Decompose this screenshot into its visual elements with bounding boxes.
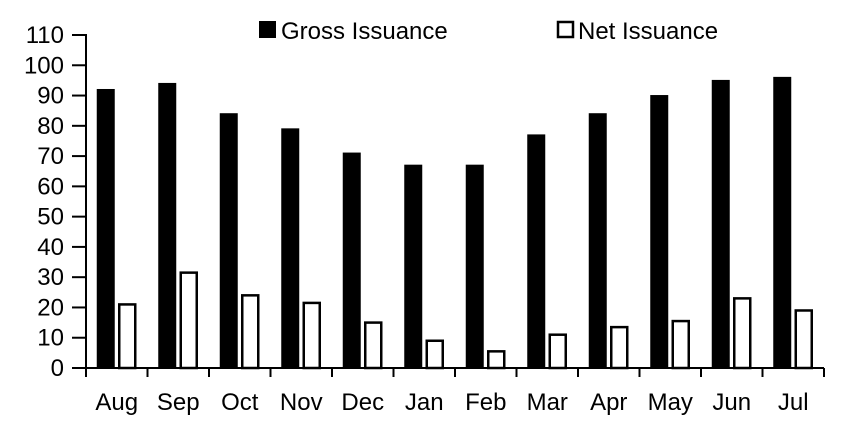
y-tick-label: 50 — [37, 204, 64, 231]
gross-issuance-bar-jan — [404, 164, 423, 369]
x-tick-label: Aug — [95, 389, 138, 416]
gross-issuance-bar-dec — [342, 152, 361, 369]
y-tick-label: 30 — [37, 264, 64, 291]
net-issuance-bar-feb — [487, 350, 506, 370]
x-axis-ticks — [85, 368, 825, 377]
gross-issuance-bar-nov — [281, 128, 300, 369]
net-issuance-bar-jul — [794, 309, 813, 370]
x-tick-label: Nov — [280, 389, 323, 416]
y-tick-label: 110 — [26, 22, 64, 49]
gross-issuance-bar-oct — [219, 113, 238, 369]
x-tick-label: Apr — [590, 389, 627, 416]
y-tick-label: 10 — [37, 325, 64, 352]
net-issuance-bar-apr — [610, 325, 629, 370]
gross-issuance-bar-mar — [527, 134, 546, 369]
y-tick-label: 60 — [37, 173, 64, 200]
y-tick-label: 100 — [24, 52, 64, 79]
gross-issuance-bar-apr — [588, 113, 607, 369]
gross-issuance-bar-jun — [711, 79, 730, 369]
gross-issuance-legend-swatch — [259, 21, 276, 38]
x-tick-label: Jan — [405, 389, 444, 416]
x-tick-label: May — [648, 389, 693, 416]
net-issuance-bar-may — [671, 319, 690, 370]
x-tick-label: Jun — [712, 389, 751, 416]
net-issuance-bar-oct — [241, 294, 260, 370]
y-axis-ticks: 0 10 20 30 40 50 60 70 80 90 100 110 — [24, 22, 86, 382]
net-issuance-bar-mar — [548, 333, 567, 370]
gross-issuance-bar-sep — [158, 82, 177, 369]
net-issuance-bar-aug — [118, 303, 137, 370]
gross-issuance-bar-may — [650, 95, 669, 369]
net-issuance-bar-sep — [179, 271, 198, 370]
gross-issuance-bar-aug — [96, 88, 115, 369]
x-tick-label: Sep — [157, 389, 200, 416]
x-tick-label: Dec — [341, 389, 384, 416]
y-tick-label: 40 — [37, 234, 64, 261]
x-tick-label: Mar — [527, 389, 568, 416]
net-issuance-bar-jan — [425, 339, 444, 370]
y-tick-label: 70 — [37, 143, 64, 170]
x-tick-label: Oct — [221, 389, 259, 416]
net-issuance-legend-swatch — [556, 20, 575, 39]
net-issuance-legend-label: Net Issuance — [578, 18, 718, 45]
legend: Gross Issuance Net Issuance — [259, 18, 718, 45]
y-tick-label: 80 — [37, 113, 64, 140]
net-issuance-bar-jun — [733, 297, 752, 370]
y-tick-label: 20 — [37, 294, 64, 321]
net-issuance-bar-dec — [364, 321, 383, 370]
net-issuance-bar-nov — [302, 301, 321, 370]
gross-issuance-bar-feb — [465, 164, 484, 369]
gross-issuance-bar-jul — [773, 76, 792, 369]
bars-group — [96, 76, 813, 370]
y-tick-label: 90 — [37, 83, 64, 110]
x-axis-labels: Aug Sep Oct Nov Dec Jan Feb Mar Apr May Jun Jul — [95, 389, 808, 416]
x-tick-label: Jul — [778, 389, 809, 416]
y-tick-label: 0 — [51, 355, 64, 382]
gross-issuance-legend-label: Gross Issuance — [281, 18, 448, 45]
x-tick-label: Feb — [465, 389, 506, 416]
